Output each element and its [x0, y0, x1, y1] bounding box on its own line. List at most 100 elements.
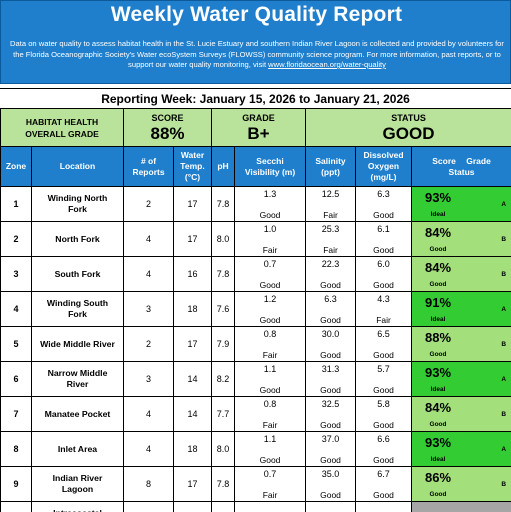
secchi-cell: 0.8 Fair: [233, 326, 307, 362]
zone-number: 9: [0, 466, 32, 502]
summary-row: HABITAT HEALTH OVERALL GRADE SCORE 88% G…: [0, 108, 511, 147]
secchi-rating: Good: [259, 314, 281, 325]
zone-number: 7: [0, 396, 32, 432]
secchi-rating: Fair: [262, 349, 278, 360]
location-line1: Narrow Middle: [47, 368, 108, 378]
overall-grade-label-line2: OVERALL GRADE: [25, 128, 99, 139]
zone-number: 1: [0, 186, 32, 222]
water-temp: 17: [173, 186, 212, 222]
status-label: Good: [429, 351, 447, 358]
ph-value: 7.9: [211, 326, 235, 362]
dissolved-oxygen-cell: 5.7 Good: [355, 361, 413, 397]
grade-letter: B: [501, 481, 507, 488]
intro-text: Data on water quality to assess habitat …: [7, 39, 507, 71]
status-label: Ideal: [430, 386, 446, 393]
water-temp: 16: [173, 256, 212, 292]
grade-letter: A: [501, 201, 507, 208]
do-rating: Good: [373, 454, 394, 465]
secchi-cell: 1.0 Fair: [233, 221, 307, 257]
do-value: 5.8: [377, 398, 390, 409]
secchi-value: 0.7: [263, 258, 277, 269]
water-temp: 18: [173, 431, 212, 467]
score-value: 86%: [425, 470, 452, 485]
salinity-rating: Fair: [323, 209, 338, 220]
report-count: 2: [123, 326, 174, 362]
col-grade: Grade: [466, 155, 491, 166]
do-value: 6.6: [377, 433, 390, 444]
salinity-value: 30.0: [321, 328, 340, 339]
report-count: 4: [123, 431, 174, 467]
zone-number: 2: [0, 221, 32, 257]
location-line1: Intracoastal: [32, 508, 123, 512]
dissolved-oxygen-cell: 6.3 Good: [355, 186, 413, 222]
secchi-rating: Fair: [262, 244, 278, 255]
location-line2: Fork: [68, 309, 87, 319]
do-rating: Good: [373, 419, 394, 430]
salinity-cell: 30.0 Good: [305, 326, 357, 362]
do-rating: Good: [373, 209, 394, 220]
score-value: 91%: [425, 295, 452, 310]
grade-letter: B: [501, 271, 507, 278]
ph-value: 8.0: [211, 431, 235, 467]
water-temp: 17: [173, 326, 212, 362]
zone-number: 3: [0, 256, 32, 292]
do-value: 6.7: [377, 468, 390, 479]
ph-value: [211, 501, 235, 512]
salinity-value: 6.3: [324, 293, 337, 304]
overall-grade-value: B+: [247, 123, 270, 143]
website-link[interactable]: www.floridaocean.org/water-quality: [268, 60, 386, 69]
zone-location: Narrow Middle River: [31, 361, 124, 397]
col-score: Score: [432, 155, 456, 166]
zone-rows: 1 Winding North Fork 2 17 7.8 1.3 Good 12…: [0, 186, 511, 512]
salinity-cell: 32.5 Good: [305, 396, 357, 432]
col-temp-line2: Temp.: [180, 161, 205, 171]
salinity-value: 12.5: [321, 188, 340, 199]
do-rating: Good: [373, 489, 394, 500]
secchi-cell: Data: [233, 501, 307, 512]
status-label: Ideal: [430, 456, 446, 463]
col-do-line3: (mg/L): [370, 172, 397, 182]
col-secchi: Secchi Visibility (m): [233, 146, 307, 187]
score-cell: 93% Ideal A: [411, 186, 511, 222]
score-cell: [411, 501, 511, 512]
score-value: 88%: [425, 330, 452, 345]
col-status: Status: [448, 166, 475, 177]
score-value: 93%: [425, 190, 452, 205]
col-secchi-line1: Secchi: [256, 155, 284, 166]
col-salinity-line2: (ppt): [321, 166, 340, 177]
report-count: 3: [123, 361, 174, 397]
intro-body: Data on water quality to assess habitat …: [10, 39, 504, 69]
salinity-rating: Good: [320, 489, 341, 500]
water-temp: 17: [173, 466, 212, 502]
col-location: Location: [31, 146, 124, 187]
dissolved-oxygen-cell: 5.8 Good: [355, 396, 413, 432]
ph-value: 7.8: [211, 466, 235, 502]
overall-status-label: STATUS: [391, 112, 426, 123]
location-line2: River: [66, 379, 89, 389]
grade-letter: A: [501, 376, 507, 383]
secchi-value: 0.8: [263, 398, 277, 409]
salinity-value: 25.3: [321, 223, 340, 234]
zone-location: Winding South Fork: [31, 291, 124, 327]
salinity-cell: 31.3 Good: [305, 361, 357, 397]
score-value: 84%: [425, 400, 452, 415]
do-value: 5.7: [377, 363, 390, 374]
report-count: 2: [123, 186, 174, 222]
do-rating: Good: [373, 384, 394, 395]
secchi-value: 1.1: [263, 433, 277, 444]
overall-grade: GRADE B+: [210, 108, 307, 147]
score-value: 84%: [425, 225, 452, 240]
table-row: 4 Winding South Fork 3 18 7.6 1.2 Good 6.…: [0, 291, 511, 327]
location-line2: Lagoon: [61, 484, 94, 494]
overall-score-value: 88%: [150, 123, 185, 143]
overall-grade-label-line1: HABITAT HEALTH: [25, 116, 99, 127]
secchi-cell: 0.8 Fair: [233, 396, 307, 432]
report-count: 4: [123, 396, 174, 432]
col-salinity-line1: Salinity: [315, 155, 346, 166]
report-title: Weekly Water Quality Report: [110, 3, 403, 26]
water-temp: 18: [173, 291, 212, 327]
dissolved-oxygen-cell: 6.1 Good: [355, 221, 413, 257]
salinity-value: 37.0: [321, 433, 340, 444]
status-label: Good: [429, 281, 447, 288]
secchi-rating: Fair: [262, 419, 278, 430]
